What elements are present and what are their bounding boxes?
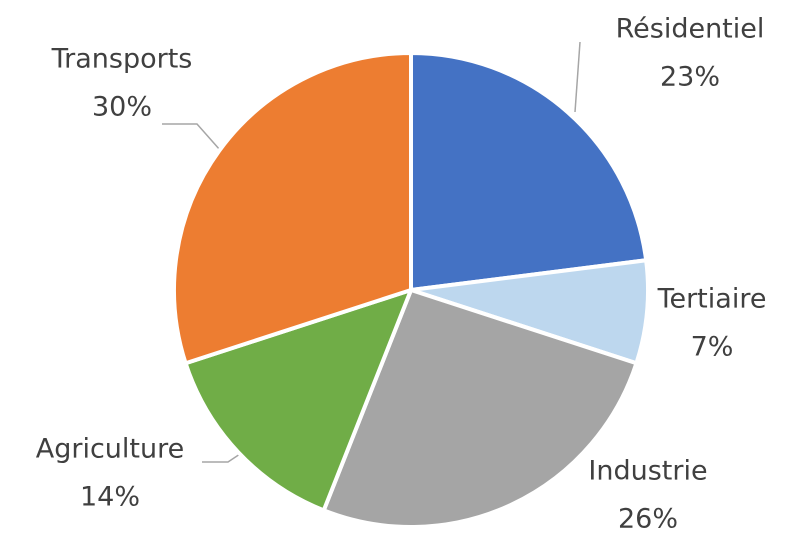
slice-label: Agriculture bbox=[36, 434, 185, 465]
value-label: 26% bbox=[618, 504, 678, 535]
slice-label: Transports bbox=[51, 44, 193, 75]
value-label: 7% bbox=[691, 332, 734, 363]
slice-label: Industrie bbox=[588, 456, 707, 487]
pie-slice bbox=[172, 51, 413, 366]
leader-line bbox=[574, 41, 581, 113]
slice-label: Résidentiel bbox=[616, 14, 765, 45]
value-label: 14% bbox=[80, 482, 140, 513]
slice-label: Tertiaire bbox=[657, 284, 767, 315]
leader-line bbox=[202, 453, 241, 463]
value-label: 23% bbox=[660, 62, 720, 93]
pie-slice bbox=[409, 258, 650, 366]
value-label: 30% bbox=[92, 92, 152, 123]
pie-slice bbox=[409, 51, 649, 292]
pie-slice bbox=[321, 288, 639, 529]
leader-line bbox=[162, 123, 221, 151]
